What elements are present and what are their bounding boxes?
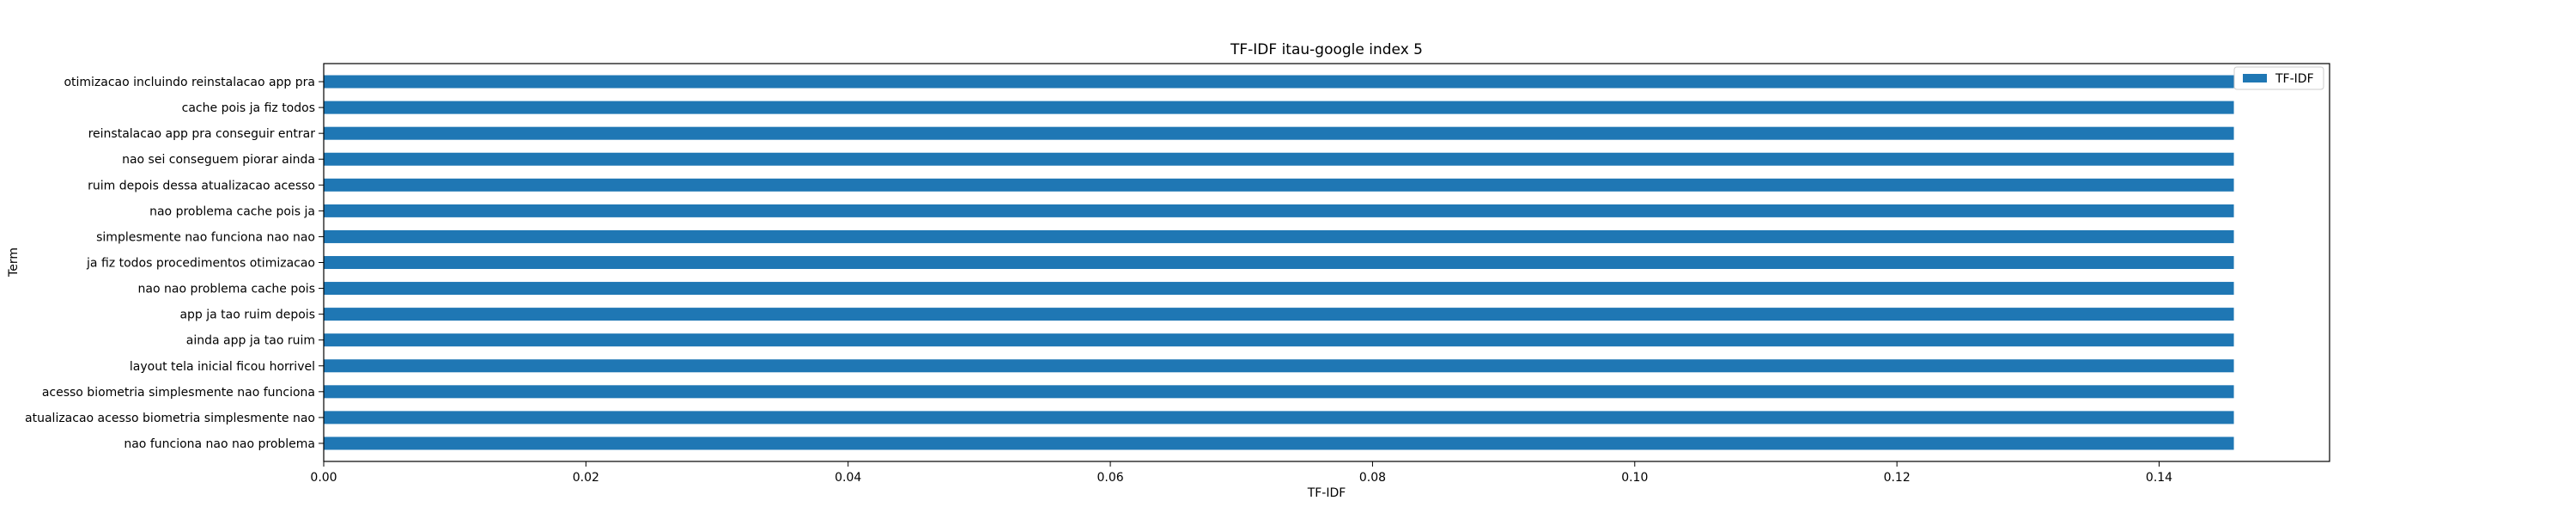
x-tick-label: 0.08 bbox=[1359, 471, 1386, 485]
y-tick-label: nao funciona nao nao problema bbox=[124, 437, 315, 451]
bar-cache-pois-ja-fiz-todos bbox=[324, 101, 2234, 114]
y-tick-label: reinstalacao app pra conseguir entrar bbox=[88, 127, 316, 141]
y-tick-label: layout tela inicial ficou horrivel bbox=[130, 360, 315, 374]
y-tick-label: nao nao problema cache pois bbox=[138, 283, 315, 296]
bar-simplesmente-nao-funciona-nao-nao bbox=[324, 229, 2234, 243]
bar-ja-fiz-todos-procedimentos-otimizacao bbox=[324, 255, 2234, 270]
bar-ruim-depois-dessa-atualizacao-acesso bbox=[324, 178, 2234, 192]
x-axis-label: TF-IDF bbox=[1307, 486, 1346, 500]
legend-label-tf-idf: TF-IDF bbox=[2275, 72, 2314, 86]
bar-nao-funciona-nao-nao-problema bbox=[324, 437, 2234, 450]
x-tick-label: 0.10 bbox=[1621, 471, 1648, 485]
y-tick-label: nao problema cache pois ja bbox=[149, 205, 315, 218]
bar-nao-problema-cache-pois-ja bbox=[324, 204, 2234, 217]
y-tick-label: cache pois ja fiz todos bbox=[182, 101, 315, 115]
y-tick-label: nao sei conseguem piorar ainda bbox=[122, 153, 315, 167]
x-tick-label: 0.02 bbox=[573, 471, 599, 485]
bar-acesso-biometria-simplesmente-nao-funciona bbox=[324, 385, 2234, 399]
y-ticks: otimizacao incluindo reinstalacao app pr… bbox=[25, 76, 324, 451]
bar-app-ja-tao-ruim-depois bbox=[324, 308, 2234, 321]
x-tick-label: 0.14 bbox=[2146, 471, 2172, 485]
plot-frame bbox=[323, 63, 2330, 462]
x-ticks: 0.00 0.02 0.04 0.06 0.08 0.10 0.12 0.14 bbox=[310, 461, 2172, 485]
y-axis-label: Term bbox=[7, 247, 21, 278]
legend-frame bbox=[2233, 66, 2324, 90]
x-tick-label: 0.12 bbox=[1884, 471, 1911, 485]
legend-swatch bbox=[2243, 74, 2267, 82]
bar-ainda-app-ja-tao-ruim bbox=[324, 333, 2234, 347]
y-tick-label: acesso biometria simplesmente nao funcio… bbox=[42, 386, 315, 400]
y-tick-label: otimizacao incluindo reinstalacao app pr… bbox=[64, 76, 315, 89]
x-tick-label: 0.00 bbox=[310, 471, 337, 485]
y-tick-label: atualizacao acesso biometria simplesment… bbox=[25, 412, 315, 425]
bars-layer bbox=[324, 75, 2234, 450]
bar-layout-tela-inicial-ficou-horrivel bbox=[324, 359, 2234, 373]
bar-otimizacao-incluindo-reinstalacao-app-pra bbox=[324, 75, 2234, 89]
x-tick-label: 0.06 bbox=[1097, 471, 1123, 485]
bar-nao-nao-problema-cache-pois bbox=[324, 282, 2234, 296]
legend: TF-IDF bbox=[2233, 66, 2324, 90]
bar-nao-sei-conseguem-piorar-ainda bbox=[324, 152, 2234, 166]
chart-title: TF-IDF itau-google index 5 bbox=[1230, 41, 1423, 58]
y-tick-label: ruim depois dessa atualizacao acesso bbox=[88, 179, 315, 192]
x-tick-label: 0.04 bbox=[835, 471, 861, 485]
bar-reinstalacao-app-pra-conseguir-entrar bbox=[324, 126, 2234, 140]
y-tick-label: ainda app ja tao ruim bbox=[186, 334, 315, 348]
y-tick-label: app ja tao ruim depois bbox=[179, 308, 315, 322]
y-tick-label: ja fiz todos procedimentos otimizacao bbox=[86, 257, 315, 271]
y-tick-label: simplesmente nao funciona nao nao bbox=[96, 230, 315, 244]
bar-atualizacao-acesso-biometria-simplesmente-nao bbox=[324, 411, 2234, 424]
